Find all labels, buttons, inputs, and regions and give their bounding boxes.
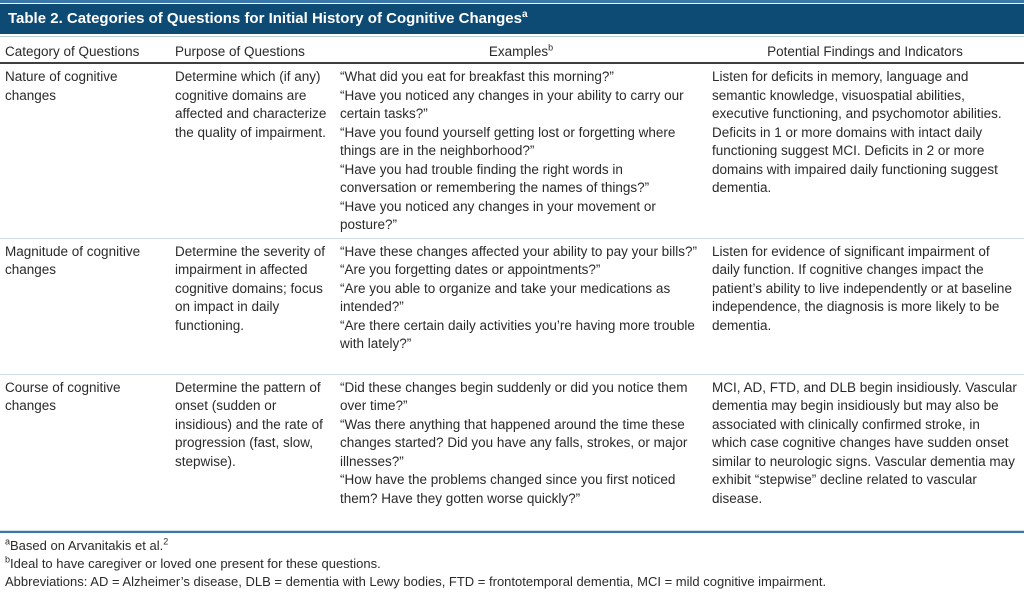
example-question: “Are you forgetting dates or appointment…	[340, 262, 601, 277]
category-cell: Course of cognitive changes	[5, 379, 121, 414]
example-question: “Are you able to organize and take your …	[340, 280, 671, 315]
footnotes-section: aBased on Arvanitakis et al.2 bIdeal to …	[0, 533, 1024, 596]
top-border-rule	[0, 0, 1024, 3]
table-title-superscript: a	[521, 9, 528, 20]
example-question: “Have you had trouble finding the right …	[340, 161, 650, 196]
column-header-examples-superscript: b	[548, 42, 554, 53]
purpose-cell: Determine which (if any) cognitive domai…	[175, 69, 327, 140]
table-title-band: Table 2. Categories of Questions for Ini…	[0, 4, 1024, 34]
findings-cell: Listen for evidence of significant impai…	[712, 243, 1012, 333]
column-header-category: Category of Questions	[5, 44, 140, 59]
footnote-b-marker: b	[5, 554, 11, 565]
example-question: “Are there certain daily activities you’…	[340, 317, 695, 352]
example-question: “Was there anything that happened around…	[340, 416, 688, 469]
example-question: “What did you eat for breakfast this mor…	[340, 69, 614, 84]
category-cell: Nature of cognitive changes	[5, 69, 118, 103]
abbreviations-line: Abbreviations: AD = Alzheimer’s disease,…	[5, 573, 827, 589]
example-question: “Have these changes affected your abilit…	[340, 243, 697, 259]
column-header-examples-label: Examples	[488, 44, 549, 59]
findings-cell: Listen for deficits in memory, language …	[712, 69, 1002, 195]
footnote-a-marker: a	[5, 536, 11, 547]
table-row-magnitude-of-cognitive-changes: Magnitude of cognitive changes Determine…	[0, 239, 1024, 375]
footnote-a: aBased on Arvanitakis et al.2	[5, 537, 1020, 555]
title-band-underline	[0, 36, 1024, 37]
footnotes-top-rule	[0, 530, 1024, 533]
examples-cell: “Have these changes affected your abilit…	[340, 243, 712, 371]
example-question: “Have you noticed any changes in your ab…	[340, 87, 684, 122]
column-header-row: Category of Questions Purpose of Questio…	[0, 37, 1024, 64]
examples-cell: “What did you eat for breakfast this mor…	[340, 68, 712, 235]
column-header-purpose: Purpose of Questions	[175, 44, 305, 59]
column-header-findings: Potential Findings and Indicators	[767, 44, 963, 59]
column-header-examples: Examplesb	[340, 42, 712, 59]
footnote-b-text: Ideal to have caregiver or loved one pre…	[10, 555, 381, 571]
category-cell: Magnitude of cognitive changes	[5, 243, 141, 278]
table-row-nature-of-cognitive-changes: Nature of cognitive changes Determine wh…	[0, 64, 1024, 239]
table-row-course-of-cognitive-changes: Course of cognitive changes Determine th…	[0, 375, 1024, 531]
findings-cell: MCI, AD, FTD, and DLB begin insidiously.…	[712, 379, 1017, 506]
purpose-cell: Determine the severity of impairment in …	[175, 243, 326, 333]
table-title: Table 2. Categories of Questions for Ini…	[8, 10, 522, 27]
footnote-a-text: Based on Arvanitakis et al.	[10, 537, 164, 553]
example-question: “Have you found yourself getting lost or…	[340, 124, 676, 159]
example-question: “How have the problems changed since you…	[340, 472, 676, 506]
footnote-a-reference-number: 2	[163, 536, 169, 547]
purpose-cell: Determine the pattern of onset (sudden o…	[175, 379, 323, 469]
example-question: “Have you noticed any changes in your mo…	[340, 198, 656, 233]
examples-cell: “Did these changes begin suddenly or did…	[340, 379, 712, 527]
example-question: “Did these changes begin suddenly or did…	[340, 379, 688, 414]
footnote-b: bIdeal to have caregiver or loved one pr…	[5, 555, 1020, 573]
